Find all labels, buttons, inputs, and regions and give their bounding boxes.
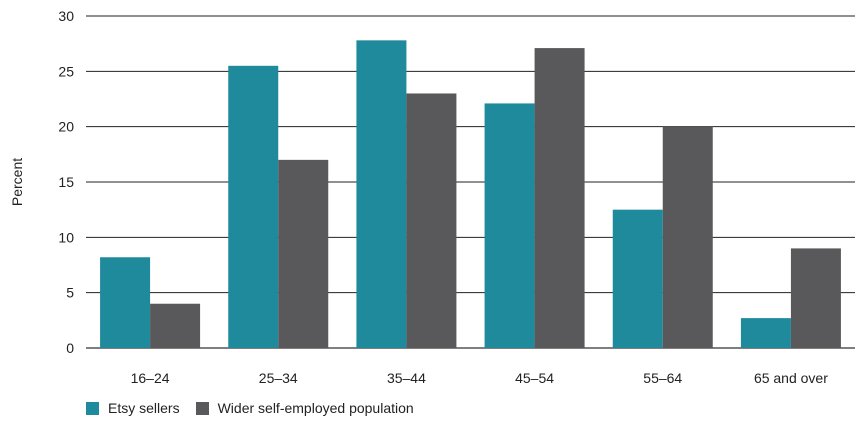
x-tick-label: 65 and over: [754, 370, 828, 386]
y-tick-label: 10: [58, 229, 74, 245]
legend-swatch: [86, 401, 99, 415]
bar-wider-self-employed-0: [150, 303, 201, 348]
bar-etsy-sellers-1: [228, 65, 279, 349]
y-axis-label: Percent: [9, 158, 25, 206]
legend-item: Wider self-employed population: [195, 400, 414, 416]
x-tick-label: 35–44: [387, 370, 426, 386]
bar-wider-self-employed-1: [278, 159, 329, 348]
y-tick-label: 20: [58, 119, 74, 135]
bar-etsy-sellers-5: [740, 318, 791, 348]
y-tick-label: 0: [66, 340, 74, 356]
bar-wider-self-employed-2: [406, 93, 457, 348]
bar-wider-self-employed-5: [790, 248, 841, 348]
x-tick-label: 45–54: [515, 370, 554, 386]
legend-label: Wider self-employed population: [217, 400, 414, 416]
legend-label: Etsy sellers: [108, 400, 180, 416]
legend-item: Etsy sellers: [86, 400, 180, 416]
y-tick-label: 5: [66, 285, 74, 301]
bar-wider-self-employed-3: [534, 48, 585, 349]
y-tick-label: 15: [58, 174, 74, 190]
x-tick-label: 25–34: [259, 370, 298, 386]
bar-chart: 0 5 10 15 20 25 30 16–24 25–34 35–44 45–54 55–64 65…: [9, 8, 855, 386]
bar-etsy-sellers-2: [356, 40, 407, 348]
bar-etsy-sellers-3: [484, 103, 535, 348]
legend-swatch: [195, 401, 209, 415]
bar-etsy-sellers-4: [612, 209, 663, 348]
legend: Etsy sellers Wider self-employed populati…: [86, 400, 430, 416]
bar-wider-self-employed-4: [662, 126, 713, 349]
x-axis-tick-labels: 16–24 25–34 35–44 45–54 55–64 65 and over: [131, 370, 829, 386]
bars: [100, 40, 841, 349]
bar-etsy-sellers-0: [100, 257, 151, 348]
x-tick-label: 16–24: [131, 370, 170, 386]
x-tick-label: 55–64: [643, 370, 682, 386]
y-tick-label: 30: [58, 8, 74, 24]
y-tick-label: 25: [58, 63, 74, 79]
gridlines: [86, 15, 855, 349]
y-axis-tick-labels: 0 5 10 15 20 25 30: [58, 8, 74, 356]
